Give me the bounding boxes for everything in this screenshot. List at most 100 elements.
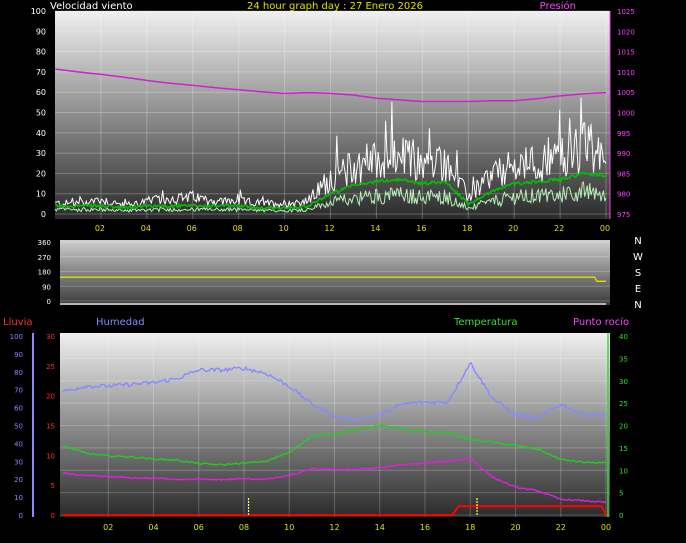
wind-x-tick-label: 10 — [278, 224, 288, 233]
pressure-tick-label: 985 — [617, 170, 630, 178]
compass-letter-s: S — [635, 268, 641, 279]
temperature-line — [62, 424, 607, 466]
wind-panel-series — [54, 68, 607, 214]
direction-tick-label: 360 — [38, 239, 51, 247]
direction-line — [60, 276, 606, 282]
humidity-tick-label: 60 — [14, 405, 23, 413]
wind-tick-label: 30 — [36, 149, 46, 158]
wind-tick-label: 60 — [36, 88, 46, 97]
wind-x-tick-label: 00 — [600, 224, 610, 233]
humidity-tick-label: 0 — [19, 512, 23, 520]
direction-tick-label: 90 — [42, 283, 51, 291]
wind-x-tick-label: 02 — [95, 224, 105, 233]
wind-x-tick-label: 04 — [141, 224, 151, 233]
pressure-tick-label: 1005 — [617, 89, 635, 97]
pressure-tick-label: 1015 — [617, 49, 635, 57]
pressure-title: Presión — [540, 0, 576, 12]
humidity-title: Humedad — [96, 317, 145, 328]
rain-x-tick-label: 16 — [420, 523, 430, 532]
temperature-tick-label: 35 — [619, 355, 628, 363]
rain-x-tick-label: 18 — [465, 523, 475, 532]
pressure-tick-label: 990 — [617, 150, 630, 158]
pressure-line — [54, 68, 607, 103]
wind-tick-label: 90 — [36, 27, 46, 36]
humidity-tick-label: 50 — [14, 423, 23, 431]
rain-panel-series — [62, 361, 607, 516]
rain-tick-label: 25 — [46, 363, 55, 371]
direction-tick-label: 180 — [38, 269, 51, 277]
rain-x-tick-label: 04 — [148, 523, 158, 532]
pressure-tick-label: 1025 — [617, 8, 635, 16]
rain-x-tick-label: 12 — [329, 523, 339, 532]
rain-tick-label: 10 — [46, 452, 55, 460]
pressure-tick-label: 980 — [617, 191, 630, 199]
wind-x-tick-label: 14 — [370, 224, 380, 233]
direction-panel-bg — [60, 240, 610, 305]
humidity-tick-label: 20 — [14, 476, 23, 484]
rain-tick-label: 20 — [46, 393, 55, 401]
wind-x-tick-label: 18 — [462, 224, 472, 233]
wind-speed-title: Velocidad viento — [50, 1, 133, 12]
wind-x-tick-label: 20 — [508, 224, 518, 233]
humidity-tick-label: 80 — [14, 369, 23, 377]
direction-panel-axes: 0 90 180 270 360 — [38, 239, 51, 306]
humidity-tick-label: 70 — [14, 387, 23, 395]
direction-panel-grid — [60, 241, 610, 302]
wind-tick-label: 20 — [36, 169, 46, 178]
rain-tick-label: 30 — [46, 333, 55, 341]
compass-letter-w: W — [633, 252, 643, 263]
temperature-tick-label: 30 — [619, 378, 628, 386]
rain-tick-label: 0 — [51, 512, 55, 520]
wind-gust-line — [54, 97, 607, 210]
direction-panel-series — [60, 276, 606, 305]
pressure-tick-label: 1020 — [617, 28, 635, 36]
temperature-tick-label: 10 — [619, 467, 628, 475]
wind-tick-label: 80 — [36, 48, 46, 57]
rain-panel-bg — [60, 333, 610, 517]
dewpoint-title: Punto rocío — [573, 316, 629, 328]
temperature-tick-label: 25 — [619, 400, 628, 408]
temperature-tick-label: 20 — [619, 423, 628, 431]
wind-tick-label: 50 — [36, 109, 46, 118]
rain-x-tick-label: 22 — [556, 523, 566, 532]
humidity-tick-label: 10 — [14, 494, 23, 502]
pressure-tick-label: 975 — [617, 211, 630, 219]
humidity-line — [62, 361, 607, 423]
humidity-tick-label: 30 — [14, 458, 23, 466]
direction-tick-label: 270 — [38, 254, 51, 262]
rain-line — [63, 505, 607, 516]
humidity-tick-label: 40 — [14, 440, 23, 448]
rain-tick-label: 15 — [46, 423, 55, 431]
wind-tick-label: 0 — [41, 210, 46, 219]
wind-x-tick-label: 16 — [416, 224, 426, 233]
rain-x-tick-label: 08 — [239, 523, 249, 532]
temperature-tick-label: 0 — [619, 512, 623, 520]
rain-panel-grid — [60, 333, 610, 517]
wind-x-tick-label: 06 — [187, 224, 197, 233]
rain-tick-label: 5 — [51, 482, 55, 490]
wind-tick-label: 100 — [31, 7, 46, 16]
compass-letter-n: N — [634, 236, 641, 247]
wind-x-tick-label: 08 — [233, 224, 243, 233]
rain-x-tick-label: 10 — [284, 523, 294, 532]
rain-title: Lluvia — [3, 317, 33, 328]
humidity-tick-label: 90 — [14, 351, 23, 359]
pressure-tick-label: 1010 — [617, 69, 635, 77]
wind-x-tick-label: 12 — [324, 224, 334, 233]
wind-min-line — [54, 181, 607, 214]
wind-panel-bg — [55, 11, 610, 219]
temperature-title: Temperatura — [453, 317, 518, 328]
rain-x-tick-label: 14 — [375, 523, 385, 532]
humidity-tick-label: 100 — [10, 333, 23, 341]
wind-tick-label: 10 — [36, 190, 46, 199]
compass-letter-e: E — [635, 284, 641, 295]
wind-avg-line — [54, 171, 607, 211]
pressure-tick-label: 995 — [617, 130, 630, 138]
dewpoint-line — [62, 457, 607, 504]
temperature-tick-label: 15 — [619, 445, 628, 453]
graph-date-title: 24 hour graph day : 27 Enero 2026 — [247, 1, 423, 12]
temperature-tick-label: 40 — [619, 333, 628, 341]
